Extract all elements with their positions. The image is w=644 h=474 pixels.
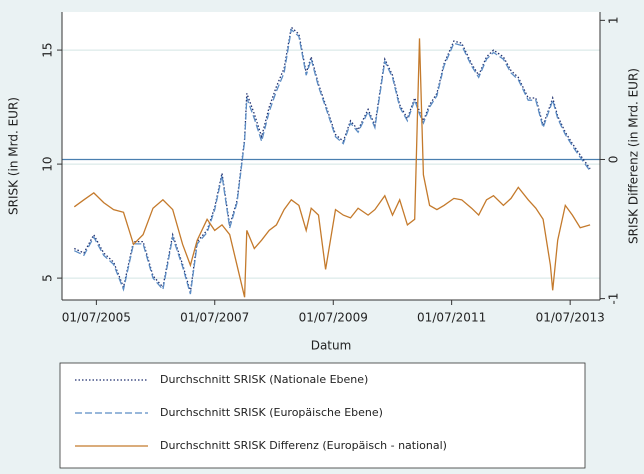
y2-axis-title: SRISK Differenz (in Mrd. EUR) — [627, 68, 641, 244]
legend-label: Durchschnitt SRISK (Europäische Ebene) — [160, 406, 383, 419]
legend-box — [59, 362, 586, 469]
legend-label: Durchschnitt SRISK Differenz (Europäisch… — [160, 439, 447, 452]
x-tick-label: 01/07/2013 — [536, 311, 605, 325]
x-tick-label: 01/07/2005 — [62, 311, 131, 325]
x-tick-label: 01/07/2009 — [299, 311, 368, 325]
series-line — [74, 28, 591, 295]
series-line — [74, 26, 591, 292]
y-tick-label: 15 — [41, 42, 55, 57]
y-tick-label: 10 — [41, 156, 55, 171]
y2-tick-label: 1 — [607, 17, 621, 25]
series-line — [73, 38, 591, 298]
plot-area — [62, 12, 600, 300]
y-tick-label: 5 — [41, 274, 55, 282]
x-axis-title: Datum — [311, 339, 352, 353]
y2-tick-label: 0 — [607, 156, 621, 164]
y-axis-title: SRISK (in Mrd. EUR) — [7, 97, 21, 215]
legend-label: Durchschnitt SRISK (Nationale Ebene) — [160, 373, 368, 386]
y2-tick-label: -1 — [607, 293, 621, 305]
x-tick-label: 01/07/2011 — [417, 311, 486, 325]
x-tick-label: 01/07/2007 — [180, 311, 249, 325]
